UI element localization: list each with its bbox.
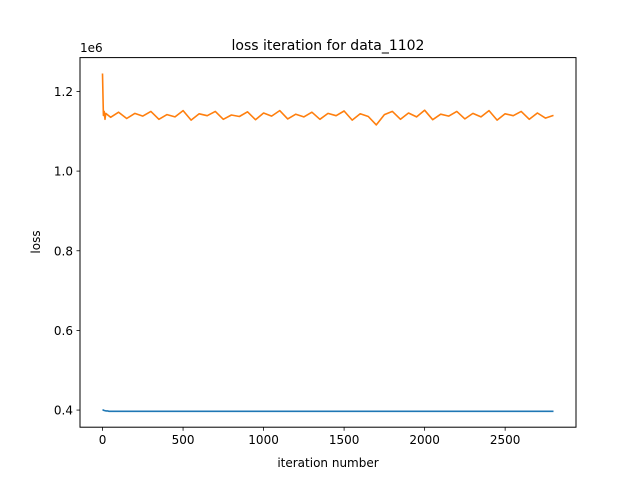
y-tick-label: 0.4 <box>54 404 73 418</box>
series-line-1 <box>101 73 554 126</box>
plot-lines <box>101 73 554 413</box>
x-tick-label: 1000 <box>248 433 279 447</box>
x-tick-label: 1500 <box>329 433 360 447</box>
y-tick-label: 0.6 <box>54 324 73 338</box>
x-tick-label: 2500 <box>490 433 521 447</box>
y-tick-label: 0.8 <box>54 244 73 258</box>
x-axis-label: iteration number <box>277 456 378 470</box>
chart-title: loss iteration for data_1102 <box>232 38 425 54</box>
x-axis-ticks: 0 500 1000 1500 2000 2500 <box>99 427 521 447</box>
x-tick-label: 2000 <box>409 433 440 447</box>
x-tick-label: 500 <box>172 433 195 447</box>
y-tick-label: 1.0 <box>54 165 73 179</box>
x-tick-label: 0 <box>99 433 107 447</box>
y-tick-label: 1.2 <box>54 85 73 99</box>
plot-frame <box>79 57 577 428</box>
y-axis-label: loss <box>29 230 43 253</box>
y-axis-ticks: 0.4 0.6 0.8 1.0 1.2 <box>54 85 80 418</box>
y-axis-multiplier: 1e6 <box>80 41 103 55</box>
series-line-0 <box>102 408 554 413</box>
